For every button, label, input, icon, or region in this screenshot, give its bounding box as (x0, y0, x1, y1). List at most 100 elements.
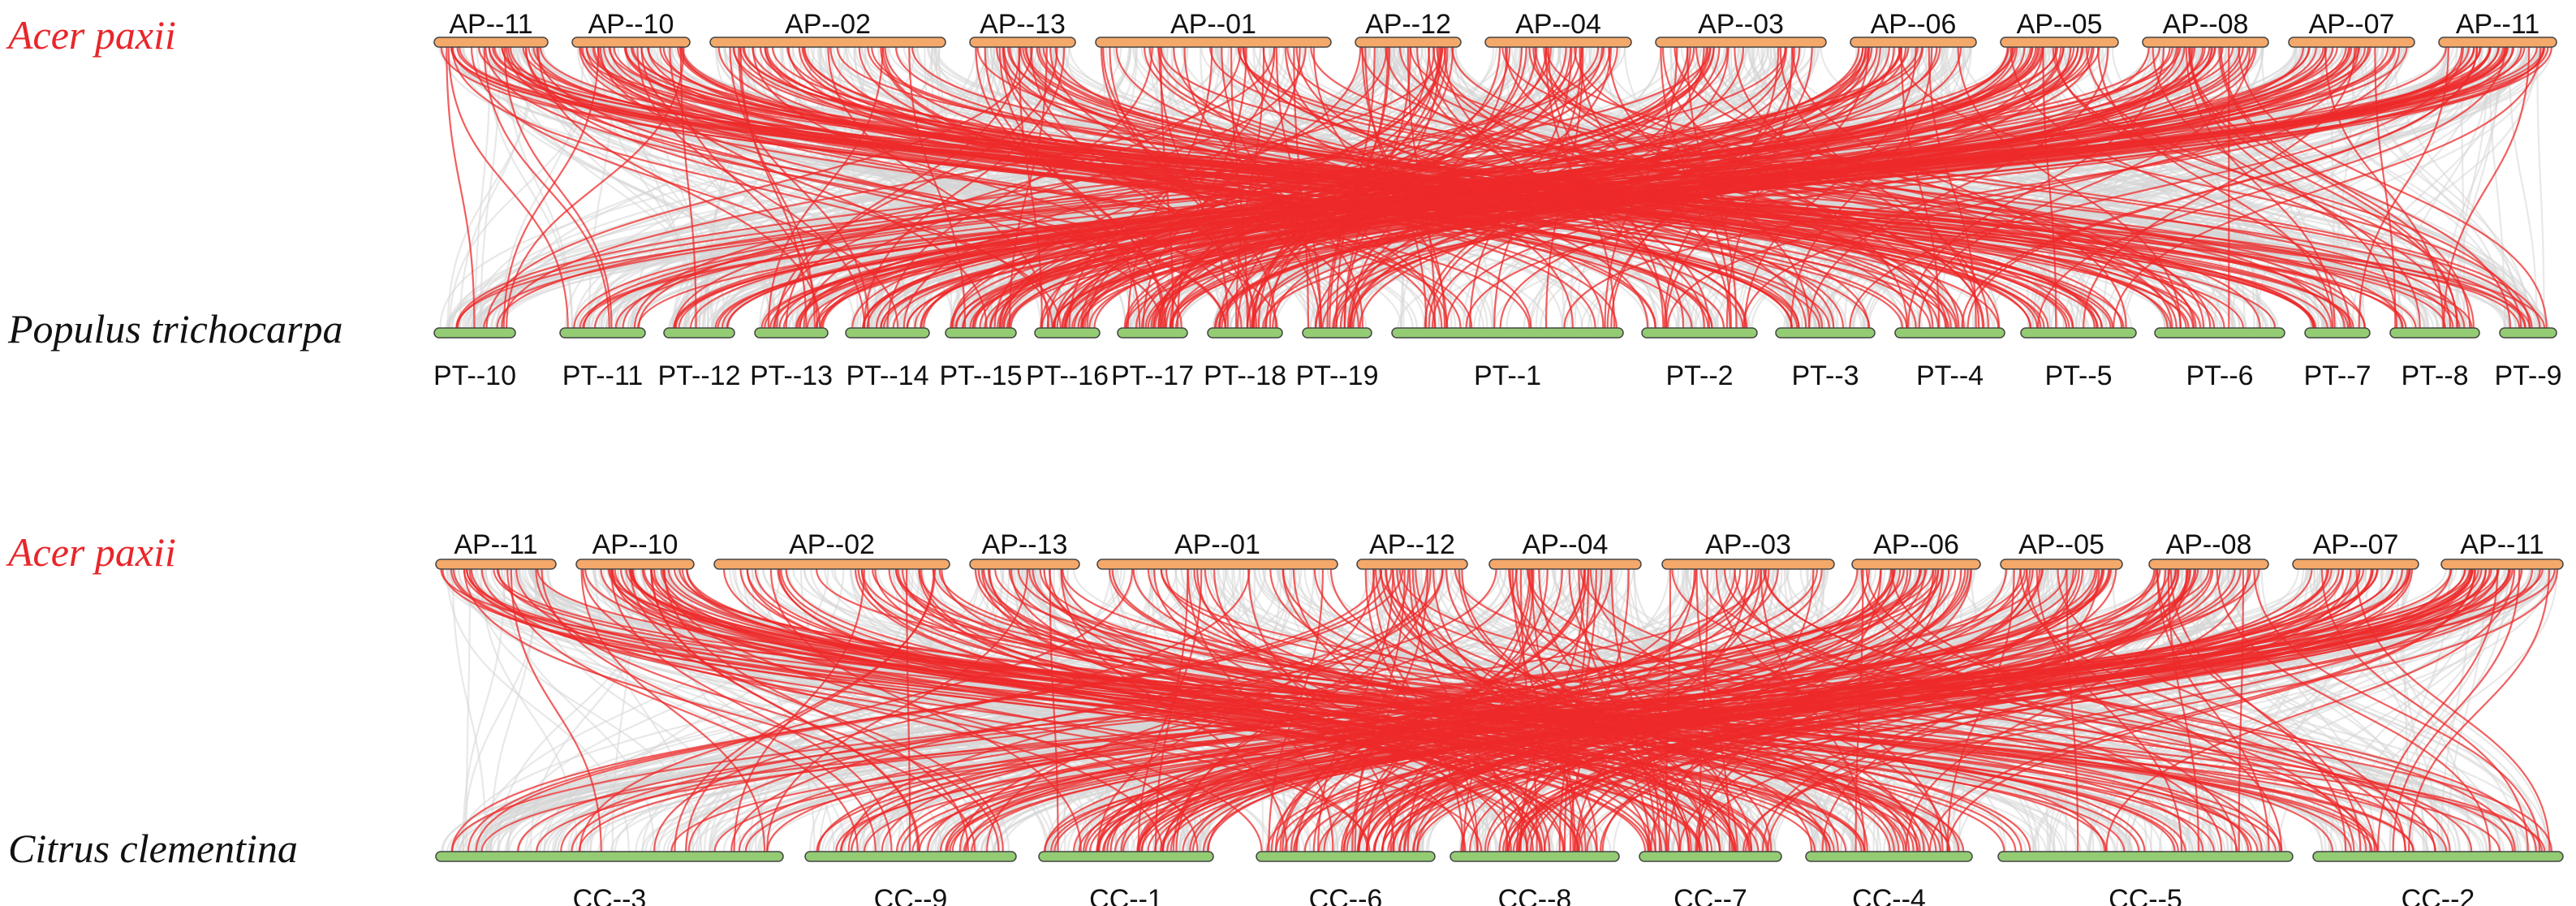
highlight-gene-link (1578, 568, 2179, 852)
bottom-chromosome-label-pt-13: PT--13 (750, 360, 833, 391)
highlight-gene-link (599, 46, 1182, 329)
bottom-chromosome-label-pt-1: PT--1 (1474, 360, 1541, 391)
top-chromosome-bar-ap-05 (2000, 559, 2123, 570)
highlight-gene-link (1398, 46, 2197, 329)
top-chromosome-bar-ap-11 (2438, 37, 2557, 48)
highlight-gene-link (733, 568, 865, 852)
background-synteny-link (459, 46, 533, 329)
top-chromosome-label-ap-06: AP--06 (1871, 9, 1957, 40)
highlight-gene-link (1284, 568, 2409, 852)
bottom-chromosome-label-cc-9: CC--9 (874, 884, 948, 906)
top-chromosome-label-ap-03: AP--03 (1698, 9, 1784, 40)
highlight-gene-link (767, 46, 884, 329)
top-chromosome-label-ap-08: AP--08 (2163, 9, 2249, 40)
highlight-gene-link (1032, 568, 1907, 852)
highlight-gene-link (629, 568, 2108, 852)
bottom-chromosome-bar-cc-6 (1256, 851, 1436, 862)
top-chromosome-bar-ap-10 (571, 37, 691, 48)
highlight-gene-link (785, 46, 1021, 329)
highlight-gene-link (798, 46, 1656, 329)
highlight-gene-link (2113, 46, 2542, 329)
bottom-chromosome-bar-pt-1 (1391, 327, 1624, 339)
highlight-gene-link (597, 46, 1473, 329)
top-chromosome-label-ap-11: AP--11 (454, 529, 537, 560)
highlight-gene-link (2188, 46, 2511, 329)
background-synteny-link (491, 46, 778, 329)
top-chromosome-bar-ap-05 (2000, 37, 2119, 48)
highlight-gene-link (485, 46, 1033, 329)
bottom-chromosome-label-cc-7: CC--7 (1674, 884, 1747, 906)
top-chromosome-bar-ap-10 (575, 559, 695, 570)
highlight-gene-link (2220, 46, 2471, 329)
highlight-gene-link (1251, 46, 1572, 329)
highlight-gene-link (803, 46, 2068, 329)
background-synteny-link (2397, 46, 2492, 329)
top-chromosome-label-ap-03: AP--03 (1705, 529, 1791, 560)
bottom-chromosome-bar-pt-10 (433, 327, 516, 339)
bottom-chromosome-bar-cc-3 (435, 851, 784, 862)
panel2-highlight-links (440, 568, 2559, 852)
highlight-gene-link (1763, 568, 2537, 852)
highlight-gene-link (1275, 568, 2344, 852)
bottom-chromosome-bar-cc-1 (1038, 851, 1214, 862)
highlight-gene-link (525, 46, 1053, 329)
bottom-chromosome-label-pt-12: PT--12 (657, 360, 740, 391)
highlight-gene-link (1361, 46, 1446, 329)
bottom-chromosome-bar-pt-5 (2020, 327, 2137, 339)
highlight-gene-link (1432, 568, 1598, 852)
background-synteny-link (1800, 46, 2385, 329)
top-chromosome-bar-ap-11 (433, 37, 549, 48)
top-chromosome-label-ap-10: AP--10 (588, 9, 674, 40)
highlight-gene-link (1898, 46, 2531, 329)
bottom-chromosome-label-cc-5: CC--5 (2109, 884, 2182, 906)
highlight-gene-link (1132, 568, 1915, 852)
highlight-gene-link (1381, 568, 1926, 852)
highlight-gene-link (2374, 46, 2397, 329)
bottom-chromosome-label-pt-8: PT--8 (2401, 360, 2468, 391)
highlight-gene-link (1508, 568, 1868, 852)
highlight-gene-link (1282, 568, 1650, 852)
bottom-chromosome-bar-cc-4 (1805, 851, 1973, 862)
highlight-gene-link (875, 46, 1869, 329)
bottom-chromosome-label-pt-10: PT--10 (433, 360, 516, 391)
top-chromosome-bar-ap-13 (969, 559, 1080, 570)
highlight-gene-link (674, 568, 936, 852)
highlight-gene-link (1966, 46, 2479, 329)
highlight-gene-link (1317, 568, 2511, 852)
bottom-chromosome-bar-pt-7 (2304, 327, 2371, 339)
highlight-gene-link (537, 46, 821, 329)
top-chromosome-label-ap-02: AP--02 (785, 9, 871, 40)
bottom-chromosome-bar-pt-15 (945, 327, 1017, 339)
top-chromosome-label-ap-11: AP--11 (2456, 9, 2539, 40)
bottom-chromosome-bar-pt-2 (1641, 327, 1758, 339)
background-synteny-link (446, 46, 536, 329)
highlight-gene-link (1508, 568, 2197, 852)
highlight-gene-link (1159, 568, 2374, 852)
highlight-gene-link (674, 46, 1605, 329)
bottom-chromosome-bar-pt-4 (1894, 327, 2005, 339)
highlight-gene-link (1140, 568, 2500, 852)
highlight-gene-link (578, 568, 2210, 852)
highlight-gene-link (515, 568, 1263, 852)
highlight-gene-link (1083, 568, 2111, 852)
highlight-gene-link (1253, 46, 1454, 329)
highlight-gene-link (821, 46, 2034, 329)
bottom-chromosome-label-pt-14: PT--14 (846, 360, 928, 391)
top-chromosome-label-ap-05: AP--05 (2018, 529, 2104, 560)
bottom-chromosome-bar-cc-5 (1997, 851, 2294, 862)
bottom-chromosome-bar-cc-7 (1639, 851, 1782, 862)
highlight-gene-link (1221, 46, 1323, 329)
top-chromosome-bar-ap-02 (713, 559, 950, 570)
highlight-gene-link (446, 46, 476, 329)
top-chromosome-label-ap-11: AP--11 (2460, 529, 2544, 560)
top-chromosome-label-ap-02: AP--02 (789, 529, 875, 560)
highlight-gene-link (1096, 568, 2333, 852)
top-chromosome-label-ap-12: AP--12 (1369, 529, 1455, 560)
highlight-gene-link (483, 46, 610, 329)
top-chromosome-bar-ap-01 (1096, 559, 1338, 570)
bottom-chromosome-label-pt-19: PT--19 (1295, 360, 1378, 391)
highlight-gene-link (1724, 568, 2367, 852)
panel1-chromosomes (433, 37, 2557, 339)
highlight-gene-link (1946, 568, 2015, 852)
